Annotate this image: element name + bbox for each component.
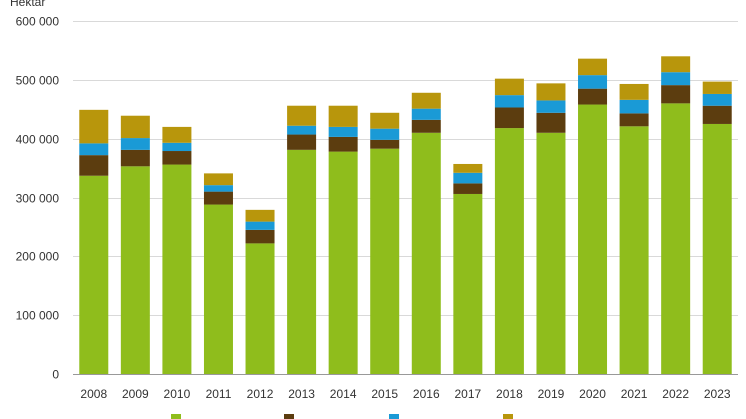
bar-segment-2022-s4 bbox=[661, 56, 691, 73]
bar-segment-2016-s2 bbox=[411, 119, 441, 133]
bar-segment-2018-s1 bbox=[494, 128, 524, 374]
bar-segment-2020-s4 bbox=[578, 58, 608, 76]
bar-segment-2019-s1 bbox=[536, 132, 566, 374]
x-tick-label: 2011 bbox=[206, 387, 232, 401]
bar-segment-2021-s3 bbox=[619, 99, 649, 114]
bar-segment-2010-s2 bbox=[162, 151, 192, 165]
bar-segment-2013-s2 bbox=[287, 134, 317, 150]
y-tick-label: 400 000 bbox=[16, 133, 60, 147]
x-tick-label: 2012 bbox=[247, 387, 274, 401]
bar-segment-2008-s3 bbox=[79, 143, 109, 156]
bar-segment-2022-s3 bbox=[661, 72, 691, 86]
y-tick-label: 300 000 bbox=[16, 192, 60, 206]
bar-segment-2016-s1 bbox=[411, 132, 441, 374]
bar-segment-2018-s4 bbox=[494, 78, 524, 96]
bar-segment-2021-s2 bbox=[619, 113, 649, 127]
y-tick-label: 200 000 bbox=[16, 250, 60, 264]
bar-segment-2021-s4 bbox=[619, 83, 649, 100]
bar-segment-2010-s4 bbox=[162, 126, 192, 143]
bar-segment-2016-s3 bbox=[411, 108, 441, 120]
bar-segment-2022-s1 bbox=[661, 103, 691, 374]
axes: 0 100 000 200 000 300 000 400 000 500 000 600 … bbox=[16, 15, 738, 401]
legend-swatch bbox=[389, 414, 399, 419]
x-tick-label: 2009 bbox=[122, 387, 149, 401]
x-tick-label: 2020 bbox=[579, 387, 606, 401]
bar-segment-2014-s1 bbox=[328, 151, 358, 374]
bar-segment-2012-s2 bbox=[245, 229, 275, 244]
x-tick-label: 2018 bbox=[496, 387, 523, 401]
y-tick-label: 0 bbox=[52, 368, 59, 382]
bar-segment-2017-s4 bbox=[453, 163, 483, 173]
bar-segment-2009-s4 bbox=[120, 115, 150, 139]
bar-segment-2012-s3 bbox=[245, 221, 275, 230]
y-tick-label: 100 000 bbox=[16, 309, 60, 323]
bar-segment-2012-s1 bbox=[245, 243, 275, 374]
x-tick-label: 2015 bbox=[371, 387, 398, 401]
x-tick-label: 2022 bbox=[662, 387, 689, 401]
bar-segment-2008-s1 bbox=[79, 175, 109, 374]
bar-segment-2011-s1 bbox=[203, 204, 233, 374]
bar-segment-2023-s4 bbox=[702, 81, 732, 94]
x-tick-label: 2014 bbox=[330, 387, 357, 401]
x-tick-label: 2013 bbox=[288, 387, 315, 401]
bar-segment-2022-s2 bbox=[661, 85, 691, 104]
x-tick-label: 2008 bbox=[80, 387, 107, 401]
bar-segment-2020-s2 bbox=[578, 88, 608, 105]
legend-swatch bbox=[171, 414, 181, 419]
y-tick-label: 500 000 bbox=[16, 74, 60, 88]
bar-segment-2011-s2 bbox=[203, 191, 233, 205]
legend-swatch bbox=[503, 414, 513, 419]
bar-segment-2021-s1 bbox=[619, 126, 649, 374]
x-tick-label: 2023 bbox=[704, 387, 731, 401]
bar-segment-2014-s4 bbox=[328, 105, 358, 127]
x-tick-label: 2017 bbox=[454, 387, 481, 401]
bar-segment-2012-s4 bbox=[245, 209, 275, 222]
legend-swatch bbox=[284, 414, 294, 419]
bar-segment-2023-s2 bbox=[702, 105, 732, 124]
bar-segment-2016-s4 bbox=[411, 92, 441, 109]
bar-segment-2014-s3 bbox=[328, 126, 358, 137]
bar-segment-2010-s1 bbox=[162, 164, 192, 374]
bar-segment-2017-s2 bbox=[453, 183, 483, 194]
bar-segment-2011-s3 bbox=[203, 185, 233, 192]
bar-stacks bbox=[79, 56, 732, 374]
bar-segment-2018-s2 bbox=[494, 107, 524, 129]
bar-segment-2013-s3 bbox=[287, 125, 317, 135]
bar-segment-2013-s4 bbox=[287, 105, 317, 126]
bar-segment-2015-s2 bbox=[370, 139, 400, 149]
bar-segment-2014-s2 bbox=[328, 136, 358, 152]
y-tick-label: 600 000 bbox=[16, 15, 60, 29]
bar-segment-2011-s4 bbox=[203, 173, 233, 186]
bar-segment-2010-s3 bbox=[162, 142, 192, 152]
bar-segment-2019-s4 bbox=[536, 83, 566, 101]
x-tick-label: 2016 bbox=[413, 387, 440, 401]
y-axis-title: Hektar bbox=[10, 0, 45, 9]
bar-segment-2015-s3 bbox=[370, 128, 400, 140]
bar-segment-2017-s3 bbox=[453, 172, 483, 184]
bar-segment-2019-s3 bbox=[536, 100, 566, 113]
bar-segment-2019-s2 bbox=[536, 112, 566, 133]
bar-segment-2009-s3 bbox=[120, 138, 150, 150]
x-tick-label: 2021 bbox=[621, 387, 648, 401]
bar-segment-2020-s1 bbox=[578, 104, 608, 374]
bar-segment-2018-s3 bbox=[494, 95, 524, 108]
bar-segment-2015-s4 bbox=[370, 112, 400, 129]
x-tick-label: 2019 bbox=[538, 387, 565, 401]
bar-segment-2009-s2 bbox=[120, 149, 150, 167]
bar-segment-2008-s4 bbox=[79, 109, 109, 144]
bar-segment-2009-s1 bbox=[120, 166, 150, 374]
bar-segment-2008-s2 bbox=[79, 155, 109, 176]
bar-segment-2020-s3 bbox=[578, 75, 608, 89]
legend bbox=[171, 414, 513, 419]
bar-segment-2013-s1 bbox=[287, 149, 317, 374]
bar-segment-2023-s3 bbox=[702, 93, 732, 106]
x-tick-label: 2010 bbox=[164, 387, 191, 401]
bar-segment-2015-s1 bbox=[370, 148, 400, 374]
bar-segment-2017-s1 bbox=[453, 193, 483, 374]
bar-segment-2023-s1 bbox=[702, 123, 732, 374]
